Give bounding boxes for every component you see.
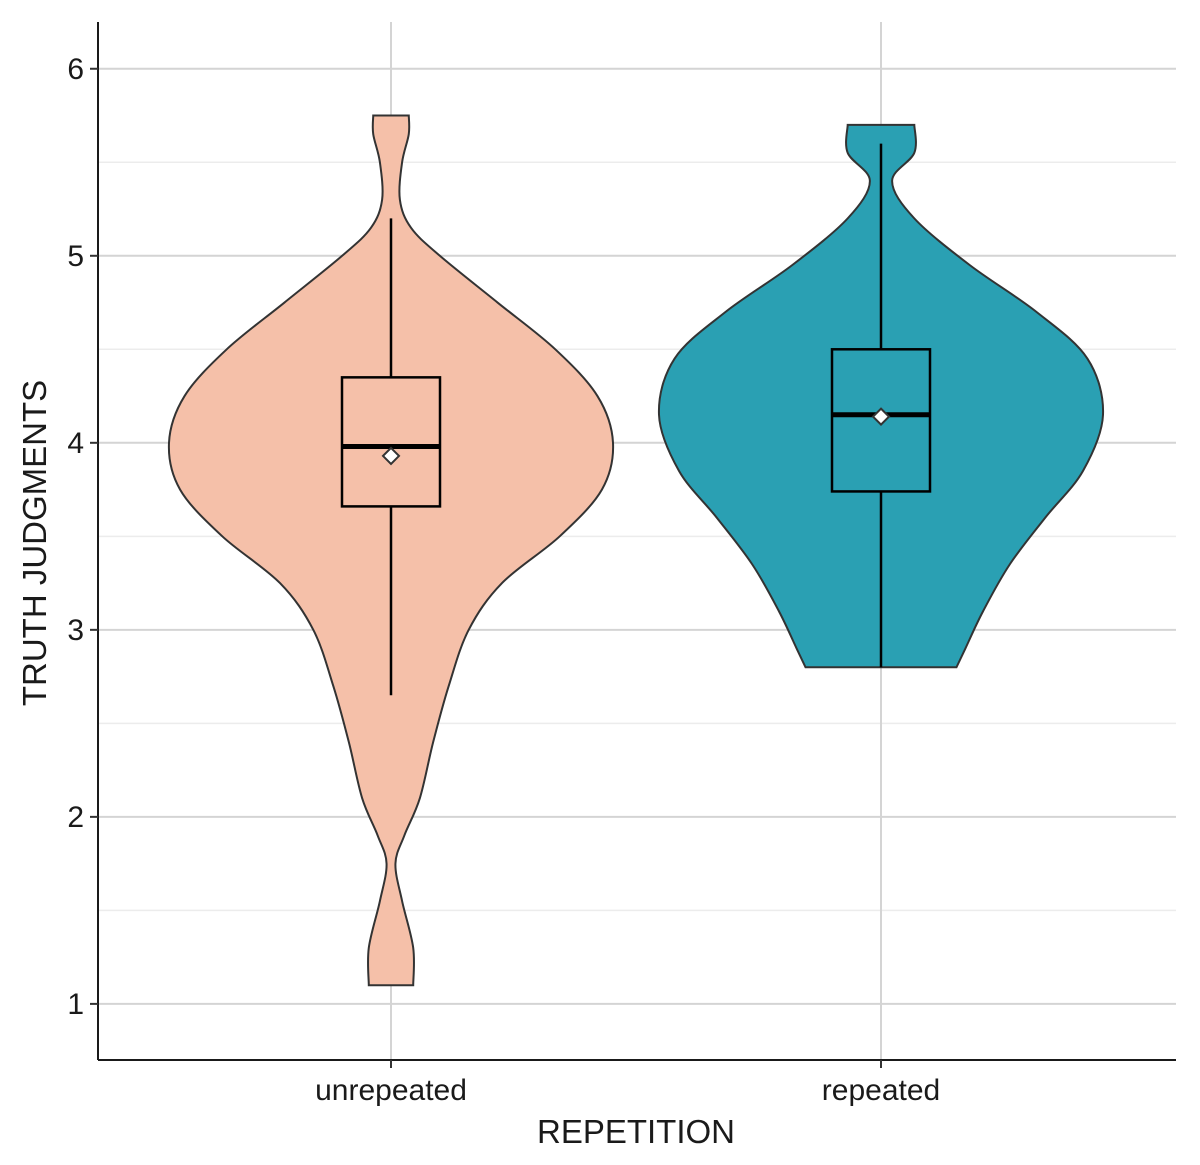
y-axis-title: TRUTH JUDGMENTS	[16, 380, 53, 706]
violin-layer	[167, 114, 1105, 987]
iqr-box-unrepeated	[340, 376, 442, 508]
axis-layer: 1 2 3 4 5 6 unrepeated repeated	[67, 22, 1176, 1107]
y-tick-label: 6	[67, 53, 84, 86]
iqr-box-repeated	[830, 348, 932, 493]
violin-repeated	[657, 123, 1105, 669]
x-tick-label: repeated	[822, 1074, 940, 1107]
y-tick-label: 5	[67, 240, 84, 273]
x-tick-label: unrepeated	[315, 1074, 467, 1107]
y-tick-label: 2	[67, 801, 84, 834]
mean-marker-unrepeated	[381, 446, 401, 466]
y-tick-label: 4	[67, 427, 84, 460]
x-axis-title: REPETITION	[537, 1113, 735, 1150]
y-tick-label: 1	[67, 988, 84, 1021]
mean-marker-repeated	[871, 407, 891, 427]
y-tick-label: 3	[67, 614, 84, 647]
